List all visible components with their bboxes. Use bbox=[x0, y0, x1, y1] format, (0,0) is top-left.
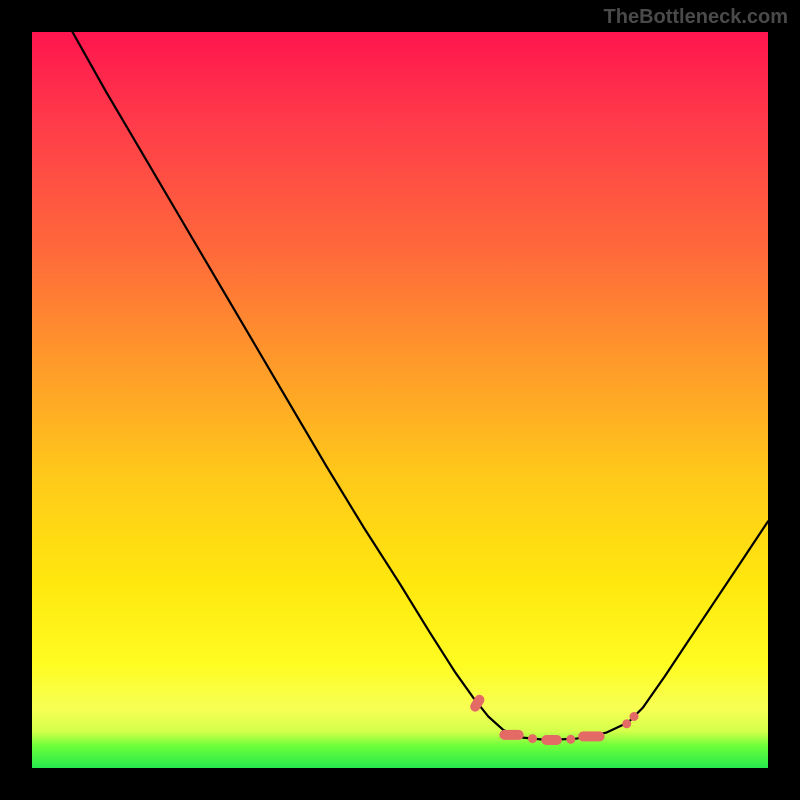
bottleneck-curve bbox=[73, 32, 769, 740]
marker-pill bbox=[578, 731, 605, 741]
marker-dot bbox=[622, 719, 631, 728]
marker-dot bbox=[566, 735, 575, 744]
marker-dot bbox=[528, 734, 537, 743]
curve-layer bbox=[32, 32, 768, 768]
plot-area bbox=[32, 32, 768, 768]
optimal-range-markers bbox=[468, 693, 638, 745]
watermark-text: TheBottleneck.com bbox=[604, 6, 788, 29]
marker-pill bbox=[499, 730, 523, 740]
marker-dot bbox=[630, 712, 639, 721]
chart-canvas: TheBottleneck.com bbox=[0, 0, 800, 800]
marker-pill bbox=[541, 735, 562, 745]
